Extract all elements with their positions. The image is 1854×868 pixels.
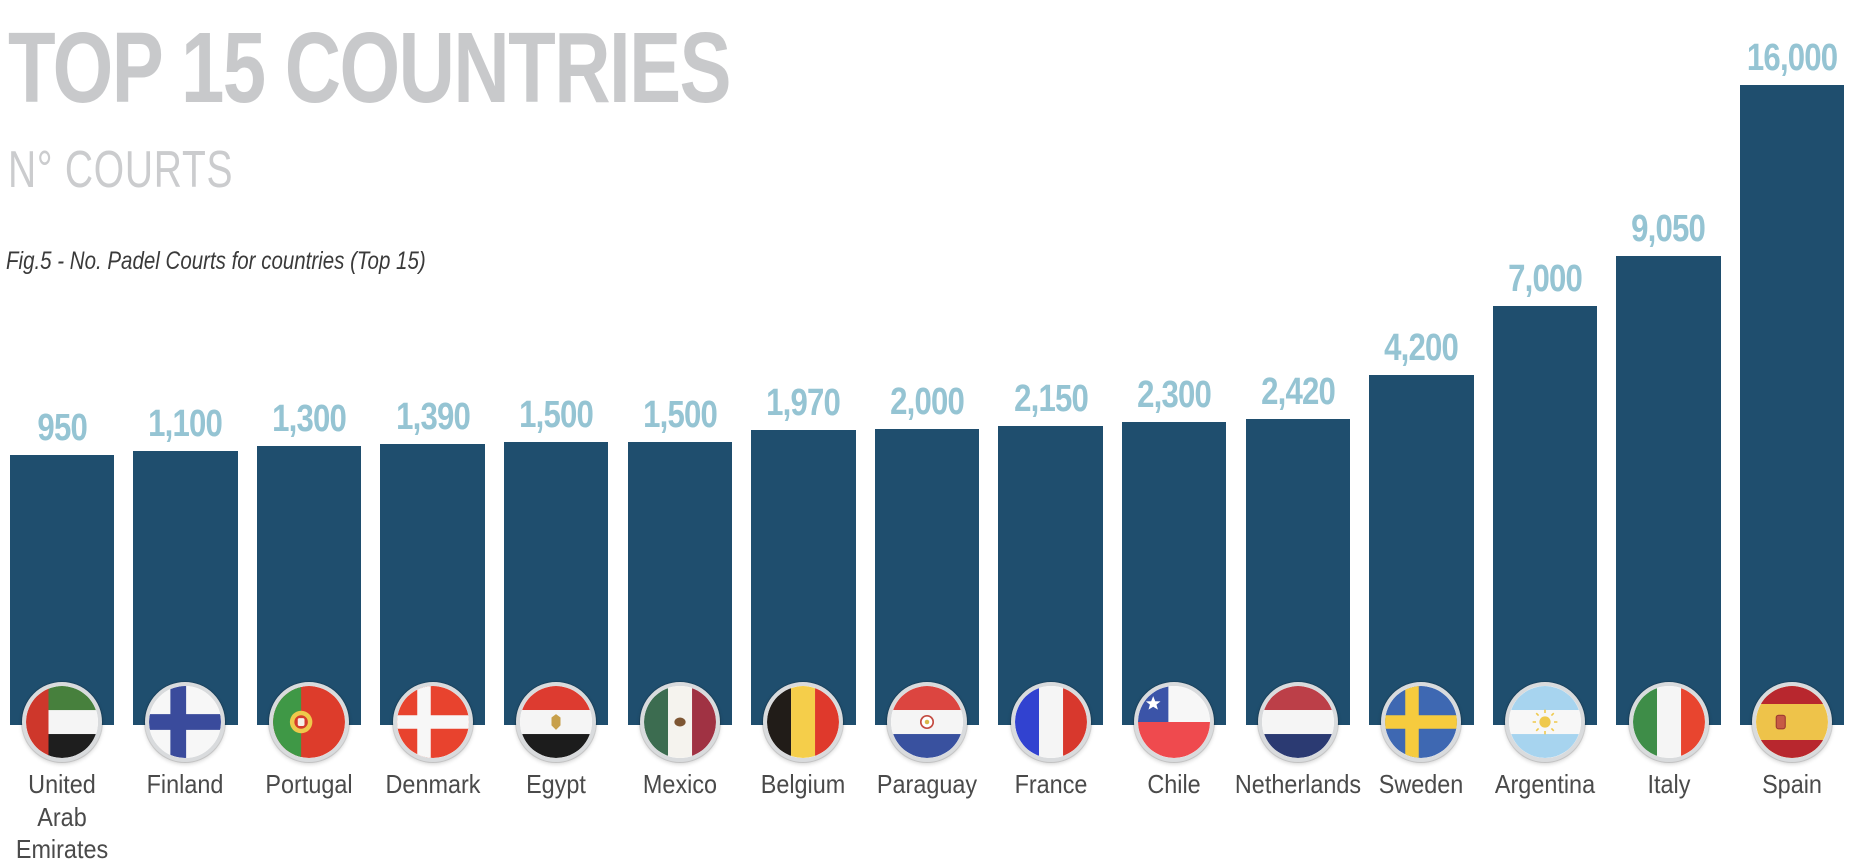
country-label: Spain bbox=[1762, 769, 1823, 799]
bar-column: 1,100 Finland bbox=[124, 0, 248, 799]
bar-column: 2,300 Chile bbox=[1112, 0, 1236, 799]
mexico-flag-icon bbox=[639, 682, 720, 762]
bar bbox=[627, 442, 732, 725]
sweden-flag-icon bbox=[1381, 682, 1462, 762]
bar-column: 7,000 Argentina bbox=[1483, 0, 1607, 799]
spain-flag-icon bbox=[1752, 682, 1833, 762]
country-label: Portugal bbox=[265, 769, 353, 799]
bar bbox=[1739, 85, 1845, 725]
bar bbox=[256, 446, 362, 725]
belgium-flag-icon bbox=[763, 682, 844, 762]
country-label: United Arab Emirates bbox=[15, 769, 108, 864]
chart-title: TOP 15 COUNTRIES bbox=[8, 12, 732, 124]
bar-column: 1,500 Egypt bbox=[494, 0, 618, 799]
bar bbox=[1616, 256, 1721, 725]
country-label: Mexico bbox=[642, 769, 717, 799]
country-label: France bbox=[1014, 769, 1087, 799]
italy-flag-icon bbox=[1628, 682, 1709, 762]
chart-subtitle: N° COURTS bbox=[8, 141, 234, 199]
bar bbox=[1121, 422, 1227, 725]
bar-column: 2,150 France bbox=[989, 0, 1113, 799]
bar-column: 1,500 Mexico bbox=[618, 0, 742, 799]
country-label: Finland bbox=[147, 769, 224, 799]
france-flag-icon bbox=[1010, 682, 1091, 762]
bar-value-label: 7,000 bbox=[1507, 258, 1583, 300]
bar-column: 9,050 Italy bbox=[1607, 0, 1731, 799]
bar-value-label: 2,420 bbox=[1260, 371, 1336, 413]
bar-value-label: 16,000 bbox=[1746, 37, 1838, 79]
bar bbox=[1245, 419, 1350, 725]
bar bbox=[503, 442, 609, 725]
bar-value-label: 2,300 bbox=[1137, 374, 1212, 416]
country-label: Egypt bbox=[526, 769, 587, 799]
denmark-flag-icon bbox=[392, 682, 473, 762]
paraguay-flag-icon bbox=[886, 682, 967, 762]
country-label: Italy bbox=[1647, 769, 1690, 799]
country-label: Netherlands bbox=[1234, 769, 1361, 799]
bar-value-label: 1,500 bbox=[519, 394, 594, 436]
bar-value-label: 4,200 bbox=[1384, 327, 1459, 369]
bar-value-label: 1,970 bbox=[766, 382, 841, 424]
bar bbox=[1369, 375, 1474, 725]
bar-column: 2,420 Netherlands bbox=[1235, 0, 1361, 799]
bar-value-label: 1,390 bbox=[395, 396, 471, 438]
bar-column: 1,300 Portugal bbox=[247, 0, 371, 799]
bar-value-label: 950 bbox=[37, 407, 87, 449]
argentina-flag-icon bbox=[1504, 682, 1585, 762]
uae-flag-icon bbox=[21, 682, 102, 762]
bar bbox=[874, 429, 980, 725]
bar-column: 2,000 Paraguay bbox=[865, 0, 989, 799]
country-label: Chile bbox=[1147, 769, 1201, 799]
netherlands-flag-icon bbox=[1257, 682, 1338, 762]
figure-caption: Fig.5 - No. Padel Courts for countries (… bbox=[6, 247, 426, 275]
bar bbox=[998, 426, 1103, 725]
bar bbox=[380, 444, 485, 725]
bar-column: 16,000 Spain bbox=[1730, 0, 1854, 799]
bar-value-label: 1,100 bbox=[148, 403, 223, 445]
bar bbox=[9, 455, 114, 725]
bar-value-label: 1,500 bbox=[642, 394, 718, 436]
bar-value-label: 2,000 bbox=[890, 381, 965, 423]
country-label: Argentina bbox=[1494, 769, 1596, 799]
bar bbox=[751, 430, 856, 725]
finland-flag-icon bbox=[145, 682, 226, 762]
bar-column: 1,970 Belgium bbox=[742, 0, 866, 799]
bar-value-label: 2,150 bbox=[1013, 378, 1089, 420]
bar bbox=[133, 451, 238, 725]
portugal-flag-icon bbox=[268, 682, 349, 762]
country-label: Belgium bbox=[761, 769, 846, 799]
bar bbox=[1492, 306, 1598, 725]
country-label: Sweden bbox=[1379, 769, 1464, 799]
country-label: Paraguay bbox=[876, 769, 978, 799]
bar-column: 950 United Arab Emirates bbox=[0, 0, 124, 864]
bar-column: 4,200 Sweden bbox=[1360, 0, 1484, 799]
egypt-flag-icon bbox=[516, 682, 597, 762]
chile-flag-icon bbox=[1134, 682, 1215, 762]
bar-value-label: 1,300 bbox=[272, 398, 347, 440]
bar-column: 1,390 Denmark bbox=[371, 0, 495, 799]
country-label: Denmark bbox=[385, 769, 481, 799]
bar-value-label: 9,050 bbox=[1631, 208, 1707, 250]
